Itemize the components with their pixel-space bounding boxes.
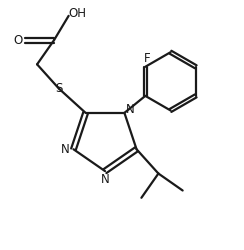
- Text: N: N: [126, 103, 135, 116]
- Text: OH: OH: [68, 7, 86, 20]
- Text: O: O: [13, 34, 22, 46]
- Text: F: F: [144, 52, 151, 65]
- Text: N: N: [61, 143, 69, 156]
- Text: N: N: [101, 173, 109, 186]
- Text: S: S: [55, 82, 63, 95]
